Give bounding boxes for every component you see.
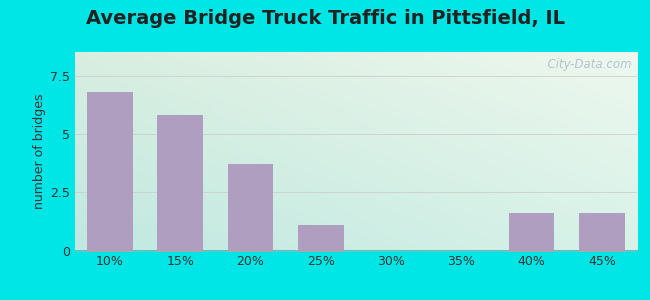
Bar: [87, 92, 133, 250]
Bar: [509, 213, 554, 250]
Text: Average Bridge Truck Traffic in Pittsfield, IL: Average Bridge Truck Traffic in Pittsfie…: [86, 9, 564, 28]
Text: City-Data.com: City-Data.com: [540, 58, 631, 71]
Bar: [227, 164, 273, 250]
Bar: [298, 225, 344, 250]
Bar: [579, 213, 625, 250]
Y-axis label: number of bridges: number of bridges: [32, 94, 46, 209]
Bar: [157, 116, 203, 250]
